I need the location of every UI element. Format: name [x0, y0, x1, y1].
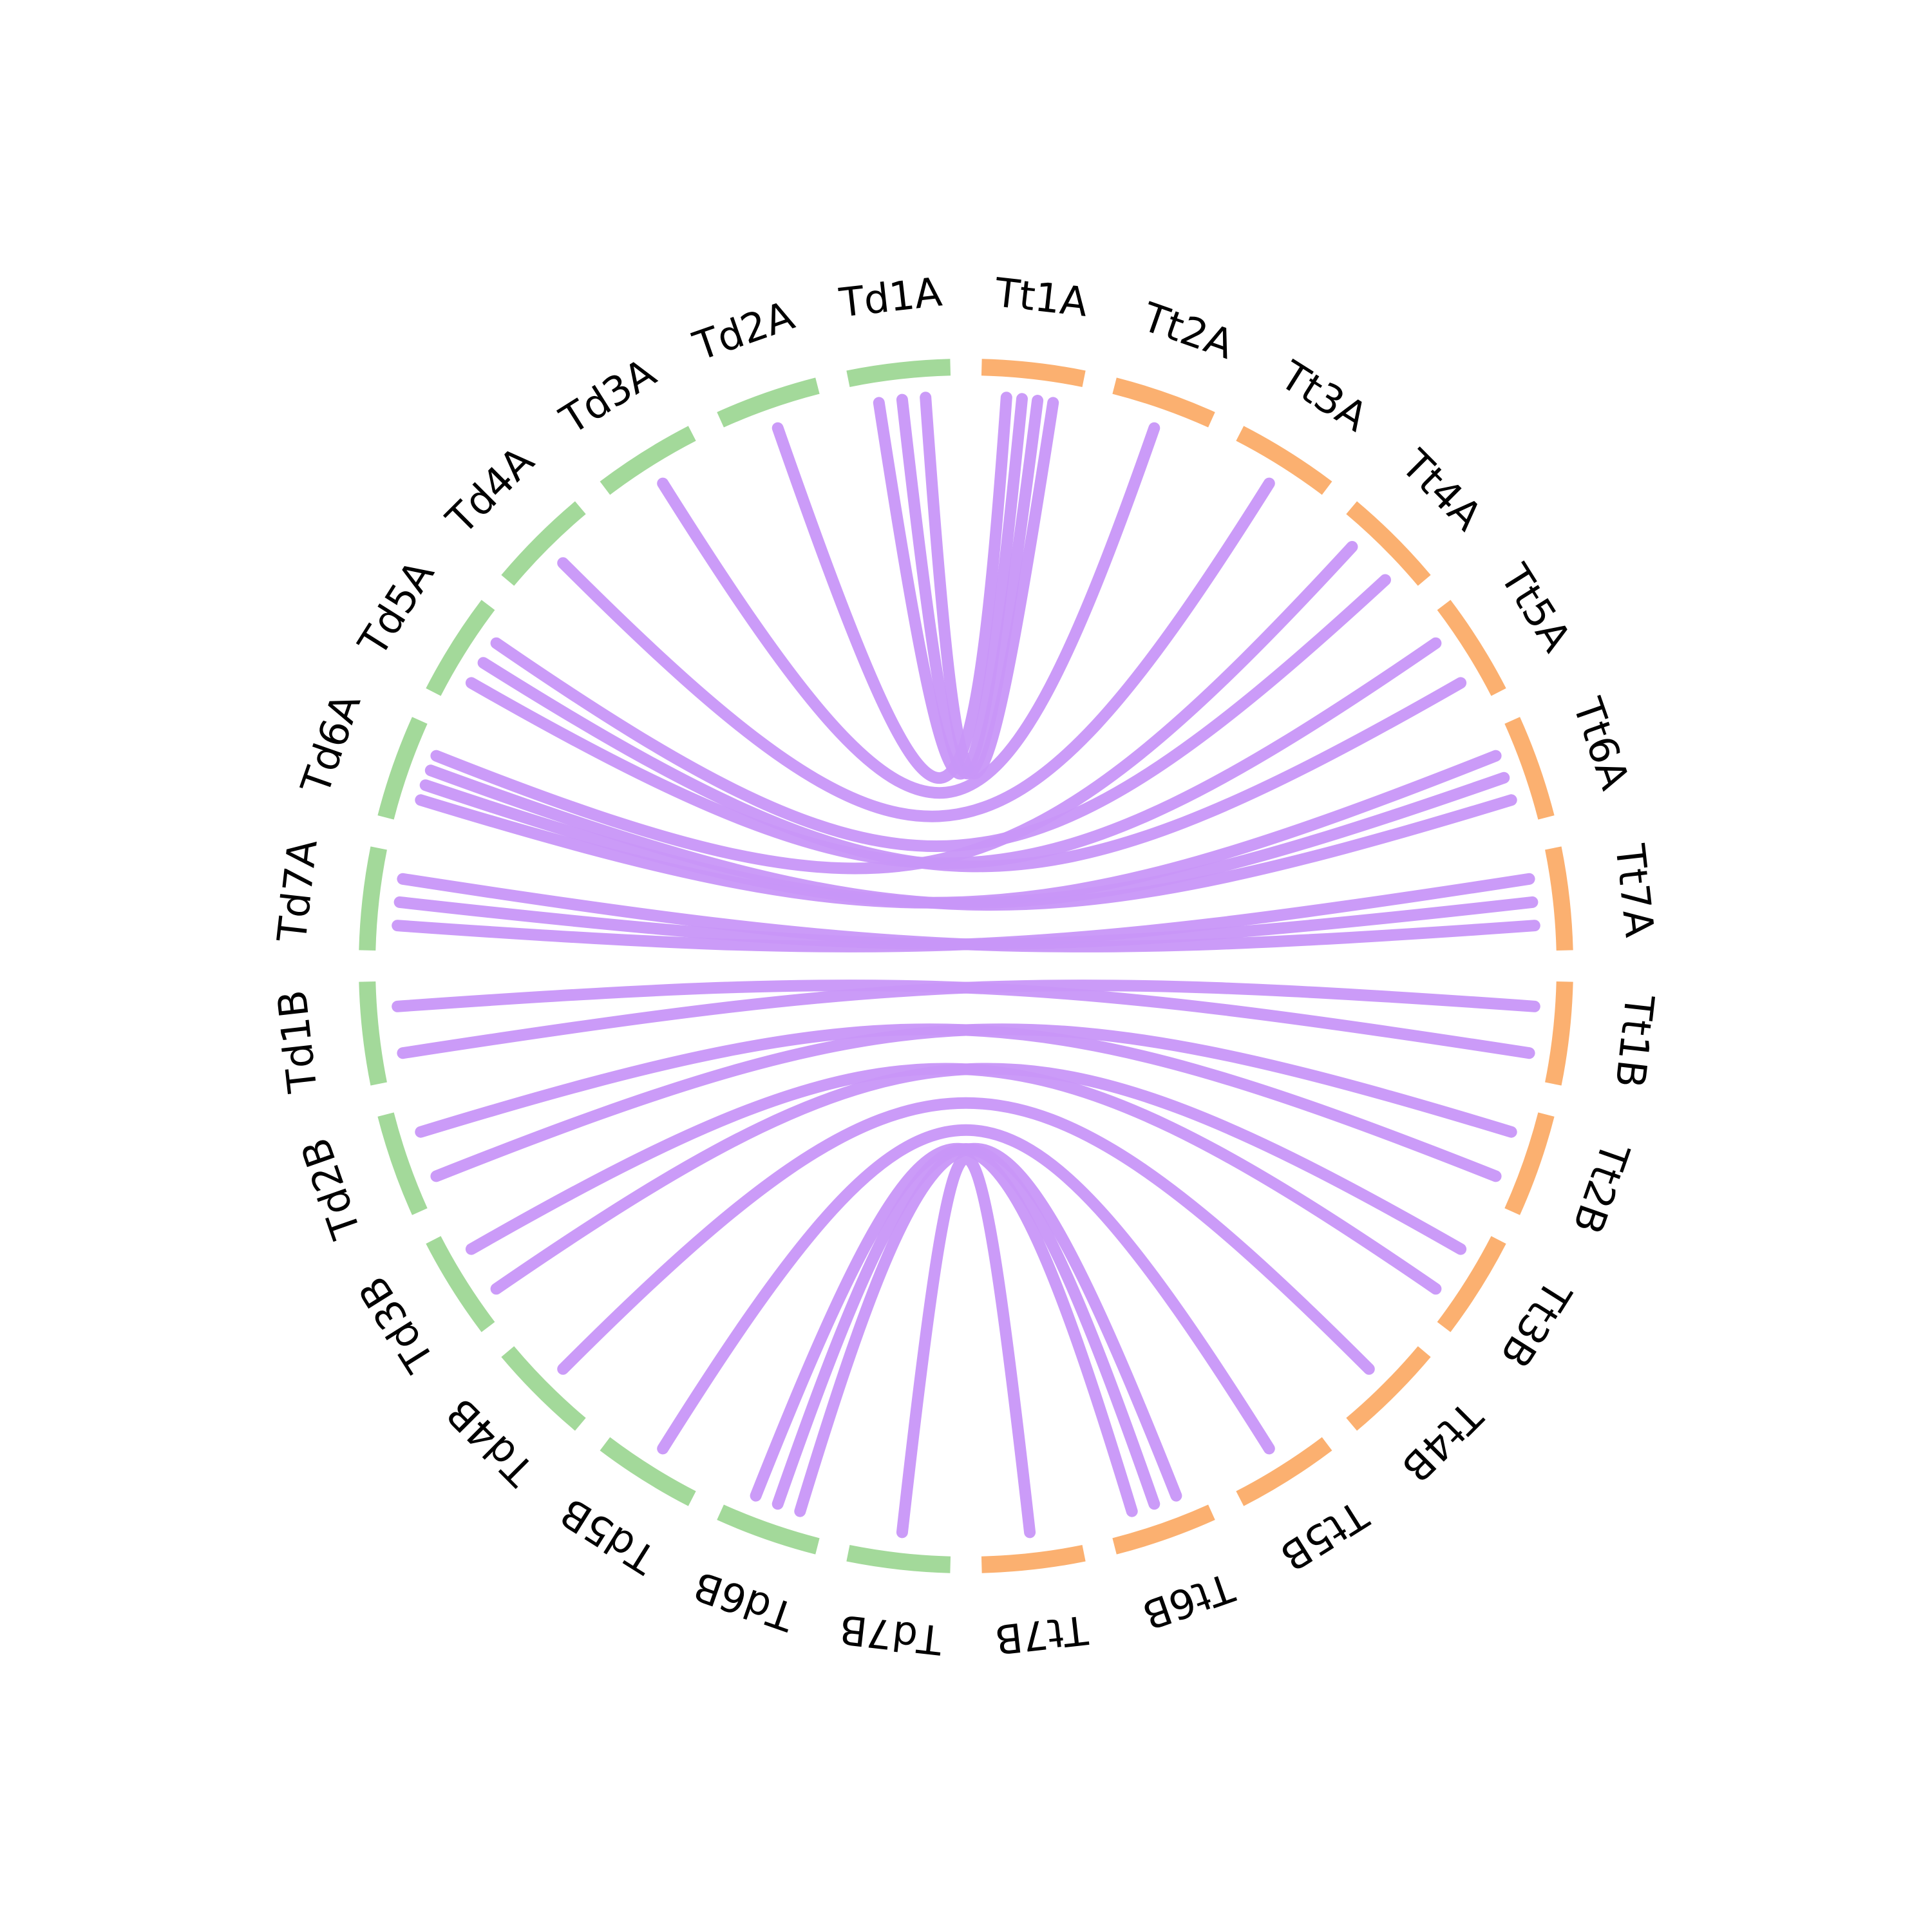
chromosome-arc-td6b: [717, 1504, 820, 1555]
synteny-link-td5a-tt5a: [465, 637, 1442, 869]
chromosome-label-td2b: Td2B: [292, 1132, 370, 1245]
chromosome-label-td7b: Td7B: [837, 1605, 945, 1663]
chromosome-arc-tt3b: [1437, 1236, 1506, 1332]
chromosome-arc-tt6a: [1504, 717, 1555, 820]
chromosome-label-td3b: Td3B: [349, 1268, 444, 1381]
chromosome-arc-tt7a: [1545, 846, 1573, 951]
synteny-link-td4a-tt3a: [557, 477, 1275, 822]
chromosome-arcs: [359, 359, 1573, 1573]
chromosome-arc-tt2a: [1112, 377, 1215, 428]
chromosome-arc-td4a: [501, 501, 586, 586]
chromosome-label-tt6b: Tt6B: [1137, 1564, 1240, 1639]
chromosome-label-td5a: Td5A: [348, 552, 443, 664]
chromosome-arc-tt7b: [981, 1545, 1086, 1573]
chromosome-label-tt2b: Tt2B: [1564, 1136, 1639, 1240]
chromosome-label-tt4b: Tt4B: [1392, 1392, 1492, 1491]
synteny-link-td7a-tt7a: [392, 873, 1535, 952]
chromosome-label-td6b: Td6B: [688, 1562, 800, 1641]
chromosome-label-td1b: Td1B: [268, 988, 326, 1095]
synteny-link-td4b-tt4b: [557, 1097, 1375, 1375]
chromosome-arc-td5b: [600, 1437, 696, 1506]
chromosome-label-td4a: Td4A: [437, 437, 543, 544]
synteny-link-td7b-tt7b: [896, 1152, 1036, 1539]
chromosome-label-td6a: Td6A: [292, 688, 370, 800]
chromosome-arc-tt4b: [1346, 1346, 1431, 1431]
chromosome-arc-td2b: [377, 1112, 428, 1215]
chromosome-label-tt5b: Tt5B: [1273, 1491, 1377, 1580]
chromosome-arc-tt6b: [1112, 1504, 1215, 1555]
chromosome-label-td7a: Td7A: [268, 837, 326, 945]
chromosome-arc-td1b: [359, 981, 387, 1086]
synteny-link-td3b-tt3b: [490, 1063, 1467, 1295]
chromosome-label-tt6a: Tt6A: [1564, 692, 1639, 795]
synteny-link-td3a-tt2a: [657, 422, 1160, 799]
chromosome-arc-tt5a: [1437, 600, 1506, 696]
chromosome-arc-tt2b: [1504, 1112, 1555, 1215]
chromosome-arc-td3b: [426, 1236, 495, 1332]
chromosome-label-td2a: Td2A: [687, 292, 800, 370]
synteny-links: [392, 392, 1540, 1539]
chromosome-label-tt3a: Tt3A: [1272, 351, 1376, 440]
synteny-link-td6b-tt6b: [794, 1142, 1182, 1517]
chromosome-arc-td1a: [846, 359, 951, 387]
chromosome-label-tt1a: Tt1A: [992, 269, 1090, 326]
synteny-link-td2a-tt1a: [772, 392, 1012, 784]
chromosome-arc-td3a: [600, 426, 696, 495]
chromosome-arc-td2a: [717, 377, 820, 428]
synteny-link-td2b-tt2b: [430, 1023, 1517, 1182]
chromosome-arc-td7b: [846, 1545, 951, 1573]
synteny-link-td5a-tt4a: [490, 574, 1391, 853]
synteny-link-td5b-tt5b: [657, 1124, 1275, 1455]
chromosome-label-td4b: Td4B: [437, 1389, 544, 1495]
synteny-link-td1b-tt1b: [397, 980, 1540, 1059]
chromosome-label-td5b: Td5B: [552, 1489, 665, 1584]
synteny-link-td1a-tt1a: [873, 393, 1028, 780]
chromosome-arc-td5a: [426, 600, 495, 696]
chromosome-arc-td7a: [359, 846, 387, 951]
chromosome-arc-td6a: [377, 717, 428, 820]
chromosome-label-tt7b: Tt7B: [992, 1606, 1090, 1663]
chromosome-arc-tt1b: [1545, 981, 1573, 1086]
chromosome-label-tt5a: Tt5A: [1491, 556, 1580, 660]
synteny-link-td6a-tt6a: [415, 750, 1502, 909]
chromosome-arc-tt5b: [1236, 1437, 1332, 1506]
chromosome-label-tt3b: Tt3B: [1492, 1272, 1581, 1376]
chromosome-label-tt1b: Tt1B: [1606, 992, 1663, 1090]
synteny-link-td6a-tt4a: [430, 541, 1358, 875]
chromosome-label-tt2a: Tt2A: [1136, 293, 1240, 368]
chromosome-label-tt7a: Tt7A: [1606, 841, 1663, 939]
chromosome-label-td1a: Td1A: [837, 268, 944, 326]
chromosome-arc-tt3a: [1236, 426, 1332, 495]
chromosome-arc-tt1a: [981, 359, 1086, 387]
chromosome-label-tt4a: Tt4A: [1392, 440, 1491, 540]
chromosome-label-td3a: Td3A: [551, 349, 663, 444]
chromosome-arc-td4b: [501, 1346, 586, 1431]
chromosome-arc-tt4a: [1346, 501, 1431, 586]
